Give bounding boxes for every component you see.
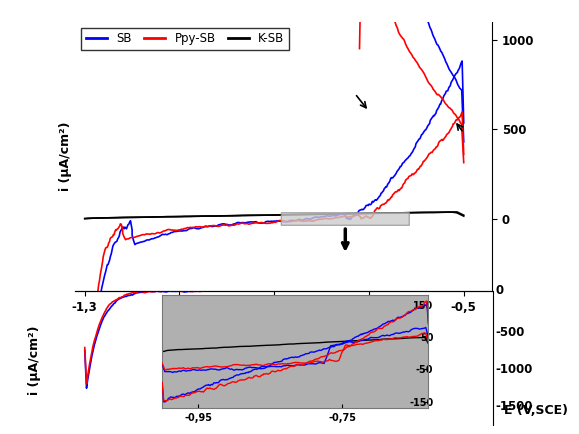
Text: E (V,SCE): E (V,SCE) — [504, 404, 568, 417]
Text: -1000: -1000 — [495, 363, 533, 376]
Text: i (µA/cm²): i (µA/cm²) — [28, 326, 41, 395]
Y-axis label: i (µA/cm²): i (µA/cm²) — [60, 122, 72, 191]
Text: -500: -500 — [495, 326, 525, 339]
Text: -1500: -1500 — [495, 400, 533, 413]
FancyBboxPatch shape — [281, 213, 409, 225]
Text: 0: 0 — [495, 284, 503, 297]
Legend: SB, Ppy-SB, K-SB: SB, Ppy-SB, K-SB — [81, 28, 289, 50]
